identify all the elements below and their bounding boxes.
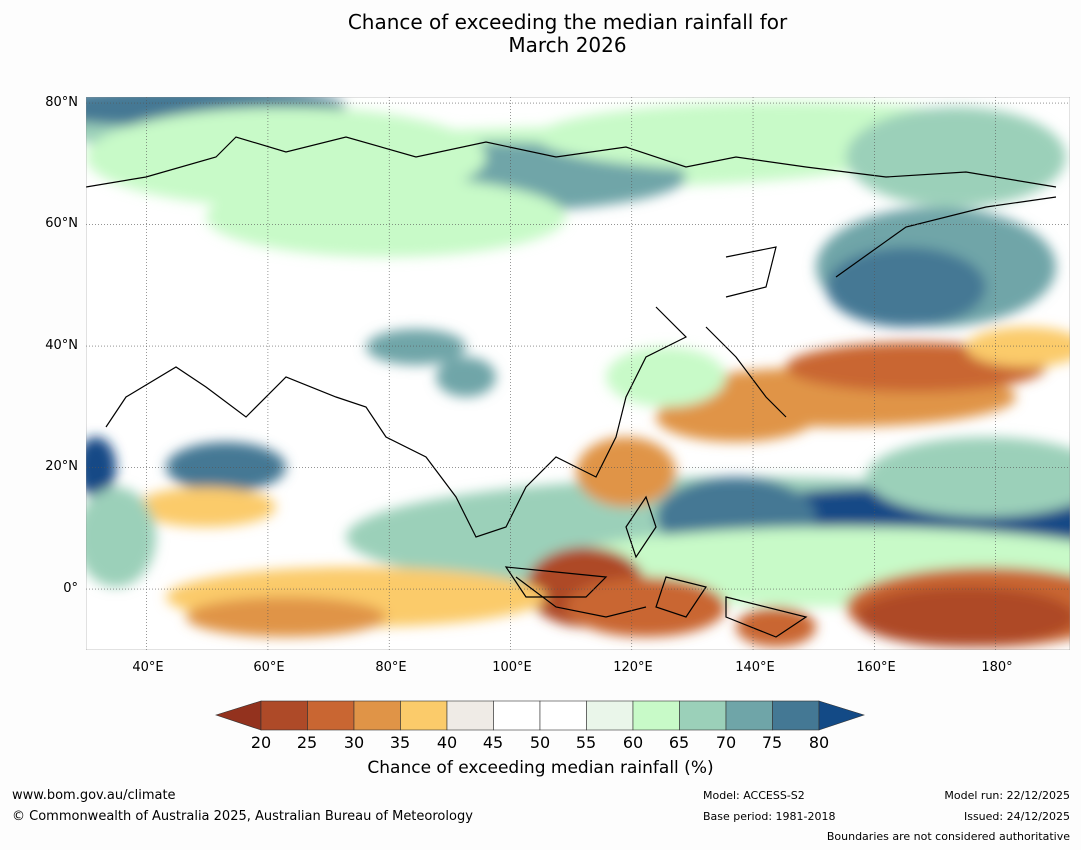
colorbar-swatch	[307, 700, 355, 731]
disclaimer: Boundaries are not considered authoritat…	[826, 830, 1070, 843]
lon-label: 160°E	[856, 660, 896, 675]
lat-label: 80°N	[45, 95, 78, 110]
colorbar-swatch	[539, 700, 587, 731]
model-run: Model run: 22/12/2025	[944, 789, 1070, 802]
probability-region	[866, 437, 1070, 517]
colorbar-tick: 60	[622, 733, 644, 752]
colorbar-label: Chance of exceeding median rainfall (%)	[367, 758, 714, 778]
colorbar-tick: 75	[761, 733, 783, 752]
issued: Issued: 24/12/2025	[963, 810, 1070, 823]
base-period: Base period: 1981-2018	[703, 810, 836, 823]
graticule	[86, 97, 1070, 650]
colorbar-tick: 30	[343, 733, 365, 752]
probability-region	[846, 107, 1066, 207]
colorbar-swatch	[772, 700, 820, 731]
colorbar-tick: 80	[808, 733, 830, 752]
lon-label: 100°E	[492, 660, 532, 675]
probability-region	[826, 247, 986, 327]
probability-region	[136, 487, 276, 527]
lon-label: 40°E	[132, 660, 164, 675]
colorbar-tick: 55	[575, 733, 597, 752]
probability-region	[86, 487, 156, 587]
colorbar-extend-high	[818, 700, 865, 731]
colorbar-swatch	[446, 700, 494, 731]
probability-region	[966, 327, 1070, 367]
title-line-2: March 2026	[508, 33, 627, 57]
lat-label: 40°N	[45, 338, 78, 353]
colorbar-swatch	[260, 700, 308, 731]
colorbar	[215, 700, 865, 731]
coastlines	[86, 136, 1057, 638]
colorbar-swatch	[400, 700, 448, 731]
probability-region	[656, 392, 816, 442]
copyright: © Commonwealth of Australia 2025, Austra…	[12, 809, 473, 824]
lat-label: 20°N	[45, 459, 78, 474]
colorbar-swatch	[586, 700, 634, 731]
colorbar-tick: 20	[250, 733, 272, 752]
lon-label: 180°	[981, 660, 1013, 675]
lon-label: 60°E	[253, 660, 285, 675]
probability-region	[436, 357, 496, 397]
colorbar-swatch	[679, 700, 727, 731]
probability-region	[736, 607, 816, 647]
website-link[interactable]: www.bom.gov.au/climate	[12, 788, 176, 803]
probability-region	[86, 437, 116, 497]
colorbar-tick: 40	[436, 733, 458, 752]
colorbar-swatch	[493, 700, 541, 731]
colorbar-swatch	[353, 700, 401, 731]
colorbar-extend-low	[215, 700, 262, 731]
colorbar-tick: 70	[715, 733, 737, 752]
colorbar-tick: 25	[296, 733, 318, 752]
colorbar-tick: 35	[389, 733, 411, 752]
probability-region	[856, 587, 1070, 647]
probability-region	[166, 442, 286, 492]
colorbar-tick: 50	[529, 733, 551, 752]
probability-region	[366, 329, 466, 365]
lat-label: 0°	[63, 581, 78, 596]
model: Model: ACCESS-S2	[703, 789, 805, 802]
colorbar-tick: 45	[482, 733, 504, 752]
probability-region	[606, 347, 726, 407]
lon-label: 120°E	[613, 660, 653, 675]
probability-region	[86, 107, 486, 207]
title-line-1: Chance of exceeding the median rainfall …	[347, 10, 788, 34]
lon-label: 140°E	[735, 660, 775, 675]
colorbar-tick: 65	[668, 733, 690, 752]
lat-label: 60°N	[45, 216, 78, 231]
colorbar-swatch	[632, 700, 680, 731]
rainfall-probability-map	[86, 97, 1070, 650]
lon-label: 80°E	[375, 660, 407, 675]
probability-region	[576, 437, 676, 507]
probability-region	[186, 597, 386, 637]
colorbar-swatch	[725, 700, 773, 731]
